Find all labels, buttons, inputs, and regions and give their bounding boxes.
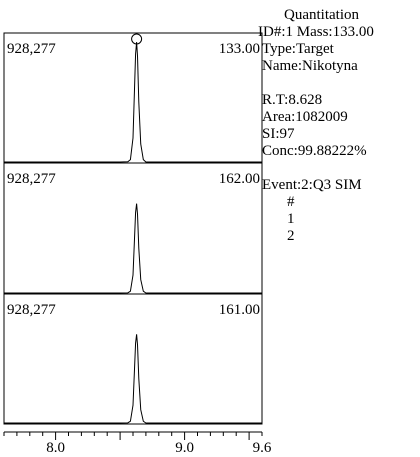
x-tick-label: 8.0 [46,440,65,456]
panel-intensity-label: 928,277 [7,41,56,57]
x-tick-label: 9.0 [175,440,194,456]
info-conc: Conc:99.88222% [262,143,367,159]
panel-mass-label: 162.00 [219,171,260,187]
chromatogram-trace [4,41,262,163]
info-event: Event:2:Q3 SIM [262,177,362,193]
info-si: SI:97 [262,126,295,142]
peak-marker-icon [131,33,143,45]
chromatogram-panel-1: 928,277 133.00 [3,32,263,164]
chromatogram-panel-2: 928,277 162.00 [3,162,263,295]
panel-mass-label: 133.00 [219,41,260,57]
info-id-mass: ID#:1 Mass:133.00 [258,24,374,40]
info-column-header: # [287,194,295,210]
chromatogram-trace [4,203,262,294]
info-rt: R.T:8.628 [262,92,323,108]
info-title: Quantitation [284,7,359,23]
info-row-2: 2 [287,228,295,244]
panel-intensity-label: 928,277 [7,302,56,318]
panel-frame [3,293,263,425]
info-name: Name:Nikotyna [262,58,358,74]
chromatogram-panel-3: 928,277 161.00 [3,293,263,425]
panel-mass-label: 161.00 [219,302,260,318]
x-tick-label: 9.6 [253,440,272,456]
info-area: Area:1082009 [262,109,348,125]
info-type: Type:Target [262,41,334,57]
quantitation-info-panel: Quantitation ID#:1 Mass:133.00 Type:Targ… [258,7,420,245]
panel-intensity-label: 928,277 [7,171,56,187]
info-row-1: 1 [287,211,295,227]
chromatogram-trace [4,334,262,424]
